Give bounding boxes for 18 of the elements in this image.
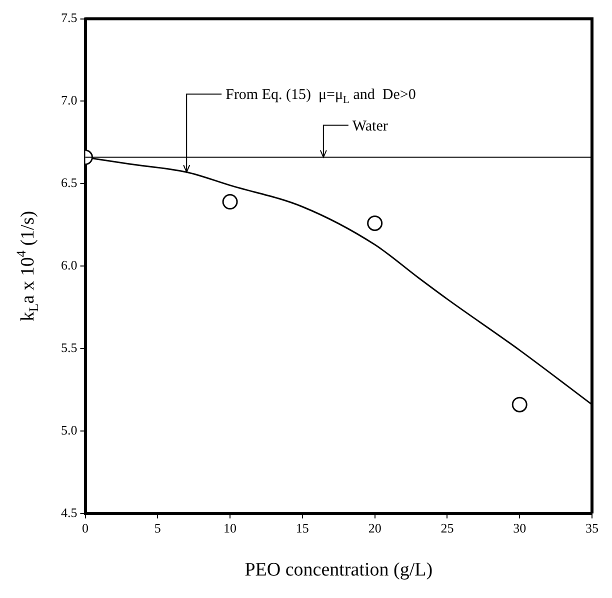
x-tick-label: 30	[513, 520, 526, 536]
x-tick-label: 5	[154, 520, 161, 536]
x-axis-title: PEO concentration (g/L)	[244, 559, 433, 580]
x-tick-label: 25	[440, 520, 454, 536]
x-tick-label: 15	[296, 520, 309, 536]
y-tick-label: 5.0	[61, 422, 78, 438]
y-tick-label: 7.0	[61, 92, 78, 108]
y-axis-title: kLa x 104 (1/s)	[14, 210, 41, 322]
y-tick-label: 6.0	[61, 258, 78, 273]
y-tick-label: 4.5	[61, 504, 78, 520]
x-tick-label: 10	[224, 520, 237, 536]
y-tick-label: 5.5	[61, 340, 78, 355]
y-tick-label: 6.5	[61, 175, 78, 190]
ref-line-label: Water	[352, 118, 388, 134]
x-tick-label: 20	[368, 520, 382, 536]
x-tick-label: 0	[82, 520, 88, 536]
x-tick-label: 35	[586, 520, 598, 536]
y-tick-label: 7.5	[61, 10, 78, 26]
